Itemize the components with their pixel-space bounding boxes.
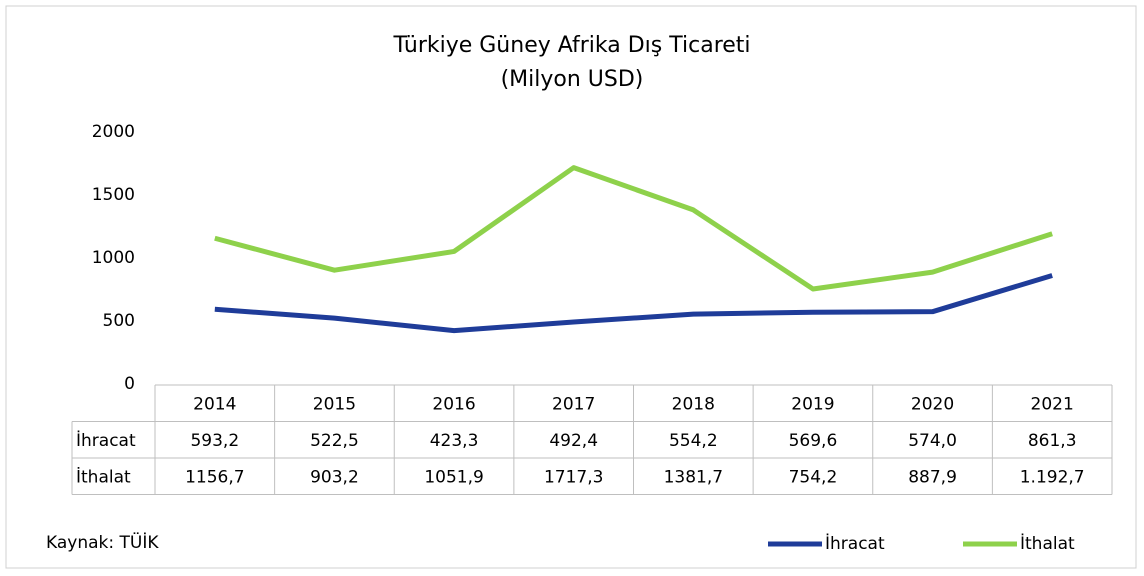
chart-title: Türkiye Güney Afrika Dış Ticareti [392, 33, 750, 58]
table-value: 574,0 [908, 431, 957, 451]
table-value: 754,2 [789, 467, 838, 487]
chart-border [5, 5, 1137, 569]
x-tick-label: 2019 [791, 394, 834, 414]
row-label: İthalat [76, 466, 131, 487]
series-line [214, 273, 1053, 334]
x-tick-label: 2018 [672, 394, 715, 414]
table-value: 1717,3 [544, 467, 603, 487]
table-value: 1051,9 [424, 467, 483, 487]
x-tick-label: 2020 [911, 394, 954, 414]
y-tick-label: 1000 [92, 248, 135, 268]
legend-label: İhracat [825, 533, 885, 554]
table-value: 1156,7 [185, 467, 244, 487]
x-tick-label: 2021 [1031, 394, 1074, 414]
y-tick-label: 1500 [92, 185, 135, 205]
x-tick-label: 2016 [432, 394, 475, 414]
legend-label: İthalat [1020, 533, 1075, 554]
y-tick-label: 500 [103, 311, 135, 331]
series-line [214, 165, 1053, 292]
table-value: 554,2 [669, 431, 718, 451]
y-tick-label: 2000 [92, 122, 135, 142]
table-value: 423,3 [430, 431, 479, 451]
table-value: 903,2 [310, 467, 359, 487]
x-tick-label: 2014 [193, 394, 236, 414]
table-value: 1.192,7 [1020, 467, 1085, 487]
y-tick-label: 0 [124, 374, 135, 394]
table-value: 887,9 [908, 467, 957, 487]
table-value: 1381,7 [664, 467, 723, 487]
row-label: İhracat [76, 430, 136, 451]
source: Kaynak: TÜİK [46, 531, 159, 553]
table-value: 522,5 [310, 431, 359, 451]
x-tick-label: 2017 [552, 394, 595, 414]
x-tick-label: 2015 [313, 394, 356, 414]
table-value: 569,6 [789, 431, 838, 451]
chart-subtitle: (Milyon USD) [501, 67, 644, 92]
table-value: 492,4 [549, 431, 598, 451]
table-value: 861,3 [1028, 431, 1077, 451]
table-value: 593,2 [190, 431, 239, 451]
